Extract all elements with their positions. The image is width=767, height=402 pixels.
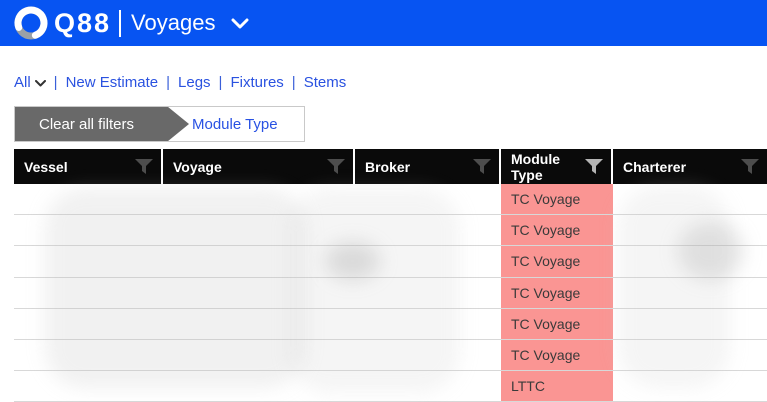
cell-voyage: [163, 278, 355, 308]
table-row[interactable]: TC Voyage: [14, 339, 767, 372]
table-row[interactable]: TC Voyage: [14, 277, 767, 309]
table-header: Vessel Voyage Broker Module Type Charter…: [14, 149, 767, 184]
column-label: Broker: [365, 158, 411, 175]
nav-separator: |: [166, 73, 171, 91]
cell-charterer: [613, 215, 767, 245]
table-row[interactable]: TC Voyage: [14, 184, 767, 216]
all-dropdown-label: All: [14, 73, 31, 91]
cell-module-type: TC Voyage: [501, 246, 613, 277]
top-app-bar: Q88 Voyages: [0, 0, 767, 46]
cell-module-type: TC Voyage: [501, 277, 613, 308]
brand-divider: [119, 9, 122, 37]
funnel-filter-icon[interactable]: [327, 158, 345, 175]
cell-broker: [355, 340, 501, 370]
cell-vessel: [14, 309, 163, 339]
cell-voyage: [163, 371, 355, 401]
column-label: Charterer: [623, 158, 687, 175]
column-header-voyage[interactable]: Voyage: [163, 149, 355, 184]
table-row[interactable]: LTTC: [14, 371, 767, 402]
cell-module-type: TC Voyage: [501, 339, 613, 371]
funnel-filter-active-icon[interactable]: [585, 158, 603, 175]
nav-separator: |: [218, 73, 223, 91]
nav-link-legs[interactable]: Legs: [178, 73, 211, 91]
active-filter-label: Module Type: [192, 115, 278, 133]
cell-voyage: [163, 184, 355, 214]
cell-broker: [355, 215, 501, 245]
cell-broker: [355, 371, 501, 401]
nav-link-fixtures[interactable]: Fixtures: [230, 73, 284, 91]
chevron-down-icon: [34, 79, 46, 86]
filter-bar: Clear all filters Module Type: [14, 106, 305, 142]
column-header-charterer[interactable]: Charterer: [613, 149, 767, 184]
column-header-module-type[interactable]: Module Type: [501, 149, 613, 184]
cell-broker: [355, 309, 501, 339]
cell-module-type: LTTC: [501, 371, 613, 402]
nav-separator: |: [291, 73, 296, 91]
nav-separator: |: [53, 73, 58, 91]
column-label: Voyage: [173, 158, 222, 175]
active-filter-chip[interactable]: Module Type: [192, 107, 304, 141]
cell-charterer: [613, 184, 767, 214]
cell-charterer: [613, 309, 767, 339]
cell-broker: [355, 246, 501, 276]
funnel-filter-icon[interactable]: [473, 158, 491, 175]
cell-vessel: [14, 371, 163, 401]
cell-voyage: [163, 309, 355, 339]
table-row[interactable]: TC Voyage: [14, 215, 767, 247]
column-header-broker[interactable]: Broker: [355, 149, 501, 184]
cell-vessel: [14, 246, 163, 276]
cell-module-type: TC Voyage: [501, 184, 613, 215]
cell-charterer: [613, 340, 767, 370]
quick-links-nav: All | New Estimate | Legs | Fixtures | S…: [0, 46, 767, 92]
cell-vessel: [14, 340, 163, 370]
cell-broker: [355, 278, 501, 308]
nav-link-stems[interactable]: Stems: [303, 73, 347, 91]
voyages-table: Vessel Voyage Broker Module Type Charter…: [14, 149, 767, 402]
brand-logo-text: Q88: [54, 7, 112, 38]
clear-all-filters-label: Clear all filters: [39, 115, 135, 133]
table-row[interactable]: TC Voyage: [14, 308, 767, 340]
clear-all-filters-button[interactable]: Clear all filters: [15, 107, 189, 141]
column-header-vessel[interactable]: Vessel: [14, 149, 163, 184]
cell-module-type: TC Voyage: [501, 215, 613, 246]
cell-charterer: [613, 278, 767, 308]
column-label: Module Type: [511, 150, 560, 183]
nav-link-new-estimate[interactable]: New Estimate: [65, 73, 159, 91]
funnel-filter-icon[interactable]: [135, 158, 153, 175]
all-dropdown[interactable]: All: [14, 74, 46, 91]
cell-voyage: [163, 246, 355, 276]
product-name: Voyages: [131, 10, 216, 35]
table-row[interactable]: TC Voyage: [14, 246, 767, 278]
cell-vessel: [14, 184, 163, 214]
q88-logo-ring-icon: [14, 6, 48, 40]
cell-broker: [355, 184, 501, 214]
cell-charterer: [613, 371, 767, 401]
cell-charterer: [613, 246, 767, 276]
chevron-down-icon[interactable]: [231, 18, 249, 29]
cell-module-type: TC Voyage: [501, 308, 613, 339]
cell-vessel: [14, 215, 163, 245]
funnel-filter-icon[interactable]: [741, 158, 759, 175]
cell-voyage: [163, 340, 355, 370]
cell-voyage: [163, 215, 355, 245]
column-label: Vessel: [24, 158, 68, 175]
cell-vessel: [14, 278, 163, 308]
